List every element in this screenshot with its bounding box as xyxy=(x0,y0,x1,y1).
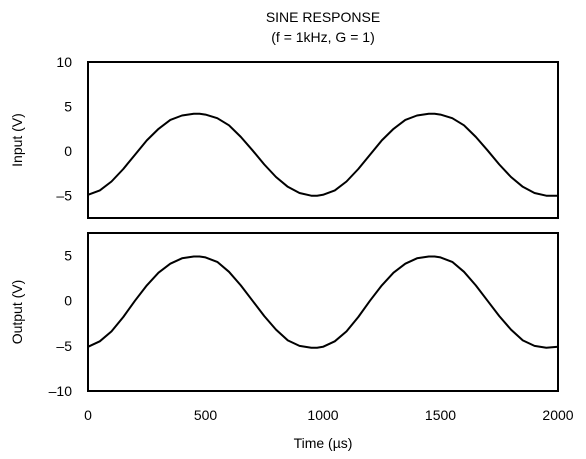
x-tick-label: 2000 xyxy=(542,407,573,423)
output-series-line xyxy=(87,255,559,349)
output-y-tick-label: –10 xyxy=(49,383,73,399)
x-axis: 0 500 1000 1500 2000 xyxy=(84,407,574,423)
x-tick-label: 1500 xyxy=(425,407,456,423)
output-plot-frame xyxy=(87,232,559,392)
x-tick-label: 1000 xyxy=(307,407,338,423)
output-y-tick-label: 0 xyxy=(64,293,72,309)
output-y-axis-label: Output (V) xyxy=(9,280,25,345)
x-tick-label: 500 xyxy=(194,407,218,423)
chart-subtitle: (f = 1kHz, G = 1) xyxy=(271,29,374,45)
chart-title: SINE RESPONSE xyxy=(266,9,380,25)
x-axis-label: Time (µs) xyxy=(294,435,353,451)
x-tick-label: 0 xyxy=(84,407,92,423)
input-y-tick-label: 0 xyxy=(64,143,72,159)
input-series-line xyxy=(87,112,558,197)
input-panel: 10 5 0 –5 Input (V) xyxy=(9,54,559,219)
input-y-axis-label: Input (V) xyxy=(9,113,25,167)
input-y-tick-label: 10 xyxy=(56,54,72,70)
output-y-tick-label: –5 xyxy=(56,338,72,354)
output-y-tick-label: 5 xyxy=(64,248,72,264)
output-panel: 5 0 –5 –10 Output (V) xyxy=(9,232,559,399)
input-y-tick-label: 5 xyxy=(64,99,72,115)
input-y-tick-label: –5 xyxy=(56,188,72,204)
input-plot-frame xyxy=(87,61,559,219)
